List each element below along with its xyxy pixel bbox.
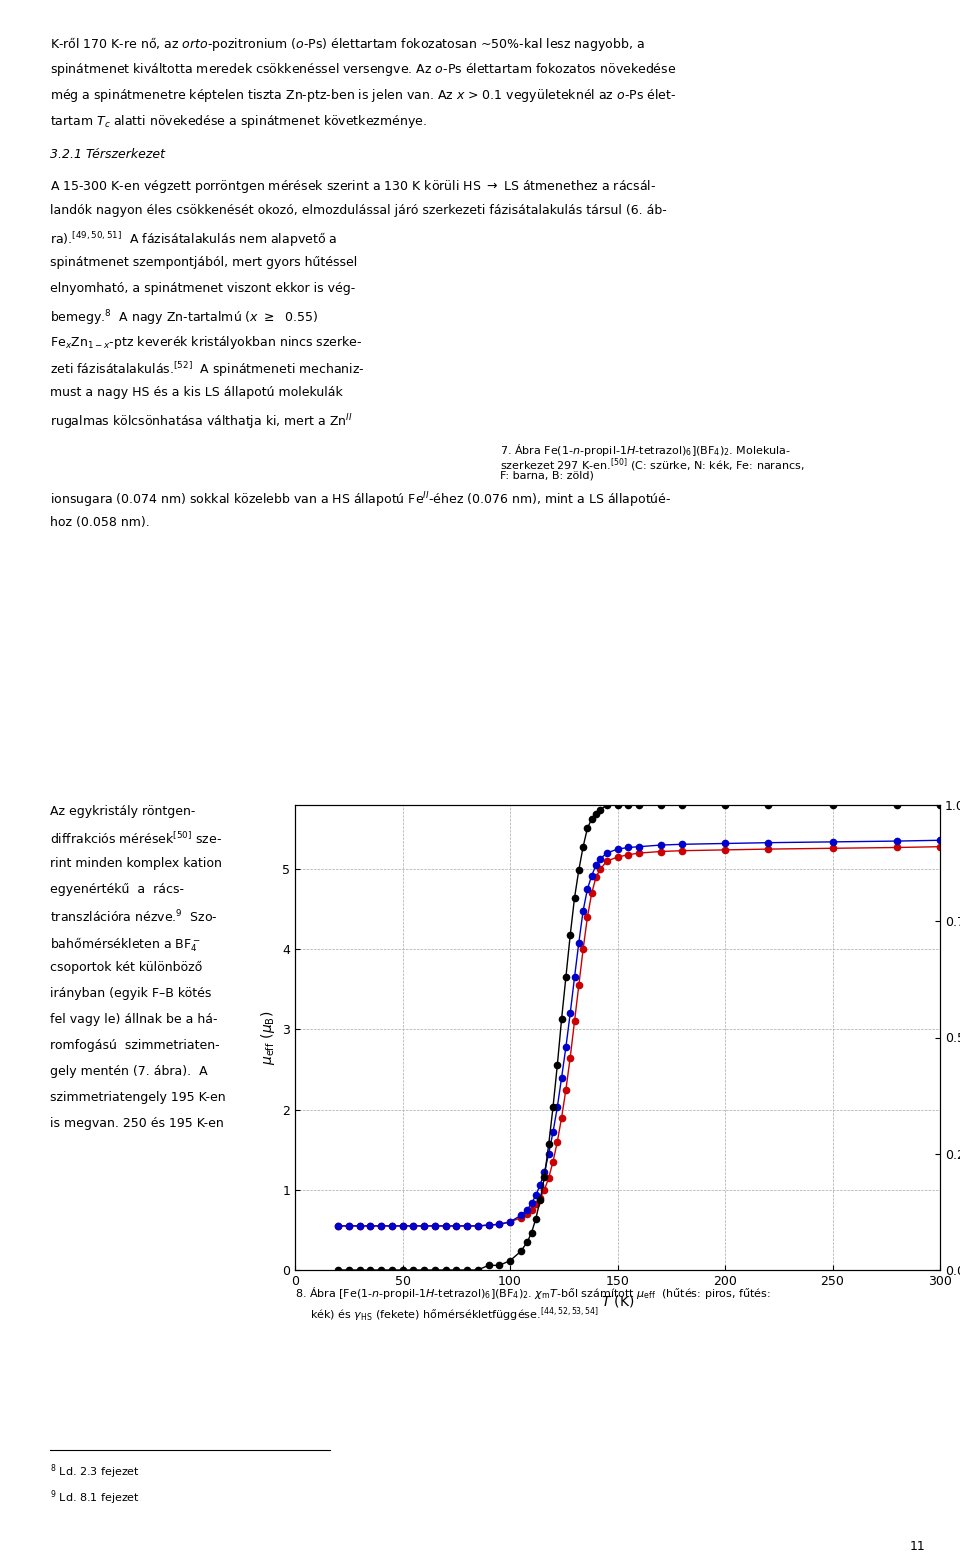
- Text: 11: 11: [910, 1540, 925, 1552]
- Text: gely mentén (7. ábra).  A: gely mentén (7. ábra). A: [50, 1065, 207, 1079]
- Text: 7. Ábra Fe(1-$n$-propil-1$H$-tetrazol)$_6$](BF$_4$)$_2$. Molekula-: 7. Ábra Fe(1-$n$-propil-1$H$-tetrazol)$_…: [500, 442, 791, 458]
- Text: szerkezet 297 K-en.$^{[50]}$ (C: szürke, N: kék, Fe: narancs,: szerkezet 297 K-en.$^{[50]}$ (C: szürke,…: [500, 456, 804, 474]
- Text: 8. Ábra [Fe(1-$n$-propil-1$H$-tetrazol)$_6$](BF$_4$)$_2$. $\chi_{\rm m}T$-ből sz: 8. Ábra [Fe(1-$n$-propil-1$H$-tetrazol)$…: [295, 1286, 771, 1301]
- Text: landók nagyon éles csökkenését okozó, elmozdulással járó szerkezeti fázisátalaku: landók nagyon éles csökkenését okozó, el…: [50, 204, 667, 216]
- Text: A 15-300 K-en végzett porröntgen mérések szerint a 130 K körüli HS $\rightarrow$: A 15-300 K-en végzett porröntgen mérések…: [50, 179, 657, 194]
- Text: romfogású  szimmetriaten-: romfogású szimmetriaten-: [50, 1040, 220, 1052]
- Text: rugalmas kölcsönhatása válthatja ki, mert a Zn$^{II}$: rugalmas kölcsönhatása válthatja ki, mer…: [50, 412, 352, 431]
- Text: must a nagy HS és a kis LS állapotú molekulák: must a nagy HS és a kis LS állapotú mole…: [50, 386, 343, 398]
- Text: tartam $T_c$ alatti növekedése a spinátmenet következménye.: tartam $T_c$ alatti növekedése a spinátm…: [50, 113, 427, 130]
- Text: hoz (0.058 nm).: hoz (0.058 nm).: [50, 516, 150, 528]
- Text: rint minden komplex kation: rint minden komplex kation: [50, 858, 222, 870]
- Y-axis label: $\mu_{\rm eff}\ (\mu_{\rm B})$: $\mu_{\rm eff}\ (\mu_{\rm B})$: [258, 1010, 276, 1065]
- Text: irányban (egyik F–B kötés: irányban (egyik F–B kötés: [50, 986, 211, 1000]
- Text: F: barna, B: zöld): F: barna, B: zöld): [500, 470, 594, 480]
- X-axis label: $T$ (K): $T$ (K): [601, 1294, 635, 1309]
- Text: spinátmenet kiváltotta meredek csökkenéssel versengve. Az $\it{o}$-Ps élettartam: spinátmenet kiváltotta meredek csökkenés…: [50, 61, 676, 78]
- Text: ra).$^{[49,50,51]}$  A fázisátalakulás nem alapvető a: ra).$^{[49,50,51]}$ A fázisátalakulás ne…: [50, 230, 337, 249]
- Text: diffrakciós mérések$^{[50]}$ sze-: diffrakciós mérések$^{[50]}$ sze-: [50, 831, 222, 847]
- Text: elnyomható, a spinátmenet viszont ekkor is vég-: elnyomható, a spinátmenet viszont ekkor …: [50, 282, 355, 295]
- Text: ionsugara (0.074 nm) sokkal közelebb van a HS állapotú Fe$^{II}$-éhez (0.076 nm): ionsugara (0.074 nm) sokkal közelebb van…: [50, 489, 671, 510]
- Text: egyenértékű  a  rács-: egyenértékű a rács-: [50, 883, 184, 895]
- Text: csoportok két különböző: csoportok két különböző: [50, 961, 203, 974]
- Text: bahőmérsékleten a BF$_4^-$: bahőmérsékleten a BF$_4^-$: [50, 935, 201, 953]
- Text: kék) és $\gamma_{\rm HS}$ (fekete) hőmérsékletfüggése.$^{[44,52,53,54]}$: kék) és $\gamma_{\rm HS}$ (fekete) hőmér…: [310, 1305, 599, 1323]
- Text: bemegy.$^8$  A nagy Zn-tartalmú ($x$ $\geq$  0.55): bemegy.$^8$ A nagy Zn-tartalmú ($x$ $\ge…: [50, 307, 318, 328]
- Text: szimmetriatengely 195 K-en: szimmetriatengely 195 K-en: [50, 1091, 226, 1104]
- Text: K-ről 170 K-re nő, az $\it{orto}$-pozitronium ($\it{o}$-Ps) élettartam fokozatos: K-ről 170 K-re nő, az $\it{orto}$-pozitr…: [50, 34, 645, 53]
- Text: $^8$ Ld. 2.3 fejezet: $^8$ Ld. 2.3 fejezet: [50, 1461, 140, 1480]
- Text: zeti fázisátalakulás.$^{[52]}$  A spinátmeneti mechaniz-: zeti fázisátalakulás.$^{[52]}$ A spinátm…: [50, 361, 365, 379]
- Text: 3.2.1 Térszerkezet: 3.2.1 Térszerkezet: [50, 147, 165, 162]
- Text: is megvan. 250 és 195 K-en: is megvan. 250 és 195 K-en: [50, 1116, 224, 1131]
- Text: transzlációra nézve.$^9$  Szo-: transzlációra nézve.$^9$ Szo-: [50, 909, 218, 925]
- Text: Fe$_x$Zn$_{1-x}$-ptz keverék kristályokban nincs szerke-: Fe$_x$Zn$_{1-x}$-ptz keverék kristályokb…: [50, 334, 363, 351]
- Text: $^9$ Ld. 8.1 fejezet: $^9$ Ld. 8.1 fejezet: [50, 1488, 140, 1507]
- Text: még a spinátmenetre képtelen tiszta Zn-ptz-ben is jelen van. Az $\it{x}$ > 0.1 v: még a spinátmenetre képtelen tiszta Zn-p…: [50, 86, 676, 103]
- Text: fel vagy le) állnak be a há-: fel vagy le) állnak be a há-: [50, 1013, 218, 1025]
- Text: Az egykristály röntgen-: Az egykristály röntgen-: [50, 804, 196, 818]
- Text: spinátmenet szempontjából, mert gyors hűtéssel: spinátmenet szempontjából, mert gyors hű…: [50, 256, 357, 270]
